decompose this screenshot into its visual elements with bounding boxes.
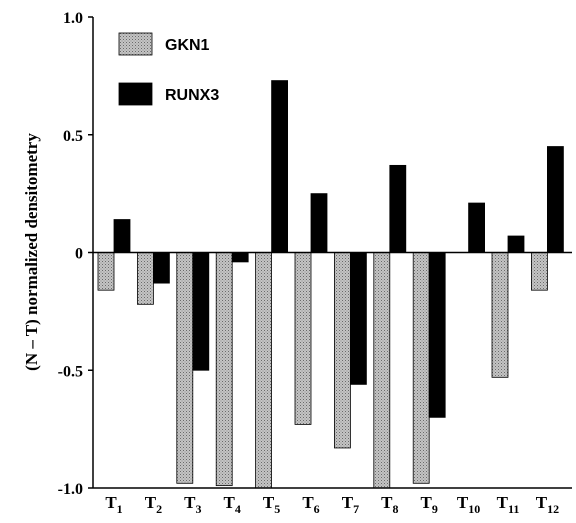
x-tick-label: T2 (145, 493, 162, 516)
bar-runx3-t3 (192, 252, 210, 371)
bar-runx3-t12 (547, 146, 564, 253)
bar-runx3-t7 (349, 252, 367, 385)
legend-label-gkn1: GKN1 (165, 37, 210, 54)
legend-label-runx3: RUNX3 (165, 87, 219, 104)
bar-runx3-t1 (113, 219, 131, 253)
bar-gkn1-t1 (97, 252, 115, 291)
legend-swatch-gkn1 (118, 32, 153, 56)
x-tick-label: T11 (497, 493, 520, 516)
y-tick-label: -0.5 (58, 363, 83, 380)
bar-runx3-t5 (271, 80, 289, 253)
bar-gkn1-t5 (255, 252, 273, 489)
bar-runx3-t4 (231, 252, 249, 263)
x-axis-tick-labels: T1 T2 T3 T4 T5 T6 T7 T8 T9 T10 T11 T12 (105, 493, 559, 516)
x-tick-label: T4 (224, 493, 241, 516)
y-tick-label: 1.0 (63, 10, 83, 27)
x-tick-label: T5 (263, 493, 280, 516)
bar-runx3-t8 (389, 164, 407, 253)
bar-runx3-t11 (507, 235, 525, 253)
bar-runx3-t2 (152, 252, 170, 284)
bar-gkn1-t4 (215, 252, 233, 487)
bar-gkn1-t8 (373, 252, 391, 489)
bars-group (97, 80, 564, 489)
x-tick-label: T6 (302, 493, 319, 516)
bar-gkn1-t9 (412, 252, 430, 484)
bar-gkn1-t3 (176, 252, 194, 484)
bar-gkn1-t11 (491, 252, 509, 378)
bar-runx3-t6 (310, 193, 328, 253)
legend: GKN1 RUNX3 (118, 32, 219, 106)
y-tick-label: -1.0 (58, 481, 83, 498)
bar-runx3-t9 (428, 252, 446, 418)
bar-gkn1-t7 (333, 252, 351, 449)
x-tick-label: T1 (105, 493, 122, 516)
y-axis-label: (N – T) normalized densitometry (22, 133, 41, 371)
x-tick-label: T12 (536, 493, 559, 516)
x-tick-label: T3 (184, 493, 201, 516)
x-tick-label: T10 (457, 493, 480, 516)
y-tick-label: 0.5 (63, 128, 83, 145)
x-tick-label: T9 (421, 493, 438, 516)
bar-gkn1-t6 (294, 252, 312, 425)
y-axis-ticks: 1.0 0.5 0 -0.5 -1.0 (58, 10, 93, 498)
y-tick-label: 0 (75, 246, 83, 263)
x-tick-label: T8 (381, 493, 398, 516)
x-tick-label: T7 (342, 493, 359, 516)
legend-swatch-runx3 (118, 82, 153, 106)
bar-gkn1-t12 (531, 252, 548, 291)
bar-gkn1-t2 (136, 252, 154, 305)
bar-runx3-t10 (468, 202, 486, 253)
